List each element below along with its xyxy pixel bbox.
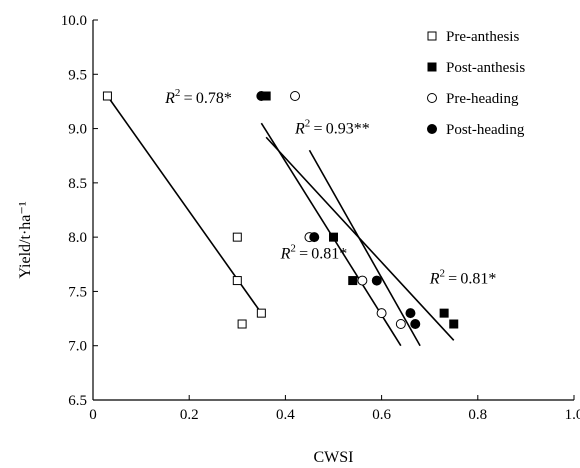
y-tick-label: 8.5	[68, 176, 87, 192]
r-equals: =	[310, 121, 325, 138]
x-tick-label: 0.8	[468, 407, 487, 423]
legend-marker	[427, 124, 437, 134]
r-squared-value: 0.93**	[326, 121, 370, 138]
x-tick-label: 0	[89, 407, 97, 423]
point-pre-anthesis	[102, 91, 112, 101]
r-squared-label: R2 = 0.93**	[294, 118, 370, 138]
r-squared-label: R2 = 0.81*	[280, 242, 348, 262]
r-squared-label: R2 = 0.81*	[429, 267, 497, 287]
r-exponent: 2	[175, 87, 181, 99]
r-equals: =	[445, 270, 460, 287]
x-tick-label: 1.0	[565, 407, 580, 423]
legend: Pre-anthesis Post-anthesis Pre-heading Post…	[427, 29, 525, 138]
point-post-anthesis	[439, 308, 449, 318]
point-post-anthesis	[449, 319, 459, 329]
point-pre-heading	[290, 91, 301, 101]
y-tick-label: 10.0	[61, 13, 87, 29]
x-axis-title: CWSI	[314, 449, 354, 466]
trendlines	[106, 95, 455, 347]
r-symbol: R	[164, 90, 175, 107]
y-tick-label: 9.0	[68, 122, 87, 138]
point-post-heading	[256, 91, 267, 101]
point-post-anthesis	[348, 276, 358, 286]
legend-label: Post-heading	[446, 122, 525, 138]
y-tick-label: 6.5	[68, 393, 87, 409]
r-symbol: R	[294, 121, 305, 138]
x-tick-label: 0.6	[372, 407, 391, 423]
point-pre-heading	[376, 308, 387, 319]
point-post-heading	[309, 232, 320, 243]
legend-label: Pre-heading	[446, 91, 519, 107]
data-points	[102, 91, 459, 329]
r-exponent: 2	[290, 242, 296, 254]
point-pre-anthesis	[232, 276, 242, 286]
point-pre-heading	[395, 319, 406, 329]
point-post-heading	[405, 308, 416, 319]
r-exponent: 2	[439, 267, 445, 279]
point-pre-heading	[357, 275, 368, 286]
y-tick-label: 8.0	[68, 230, 87, 246]
y-axis: 6.5 7.0 7.5 8.0 8.5 9.0 9.5 10.0	[61, 13, 98, 409]
r-squared-value: 0.81*	[460, 270, 496, 287]
legend-label: Pre-anthesis	[446, 29, 519, 45]
r-symbol: R	[429, 270, 440, 287]
y-axis-title: Yield/t·ha⁻¹	[17, 201, 34, 278]
point-pre-anthesis	[232, 232, 242, 242]
point-pre-anthesis	[256, 308, 266, 318]
y-tick-label: 9.5	[68, 67, 87, 83]
x-tick-label: 0.4	[276, 407, 295, 423]
y-tick-label: 7.5	[68, 284, 87, 300]
r-symbol: R	[280, 245, 291, 262]
legend-marker	[427, 93, 437, 103]
point-post-anthesis	[329, 232, 338, 242]
x-axis: 0 0.2 0.4 0.6 0.8 1.0	[89, 395, 580, 423]
legend-marker	[427, 62, 437, 72]
r-squared-value: 0.81*	[311, 245, 347, 262]
trendline	[308, 149, 421, 347]
r-equals: =	[296, 245, 311, 262]
point-post-heading	[410, 319, 421, 329]
point-pre-anthesis	[237, 319, 247, 329]
point-post-heading	[371, 275, 382, 286]
annotations: R2 = 0.78*R2 = 0.93**R2 = 0.81*R2 = 0.81…	[164, 87, 496, 287]
r-equals: =	[180, 90, 195, 107]
y-tick-label: 7.0	[68, 339, 87, 355]
r-squared-value: 0.78*	[196, 90, 232, 107]
r-squared-label: R2 = 0.78*	[164, 87, 232, 107]
legend-marker	[427, 31, 437, 41]
legend-label: Post-anthesis	[446, 60, 525, 76]
r-exponent: 2	[305, 118, 311, 130]
plot-area	[92, 20, 574, 401]
x-tick-label: 0.2	[180, 407, 199, 423]
